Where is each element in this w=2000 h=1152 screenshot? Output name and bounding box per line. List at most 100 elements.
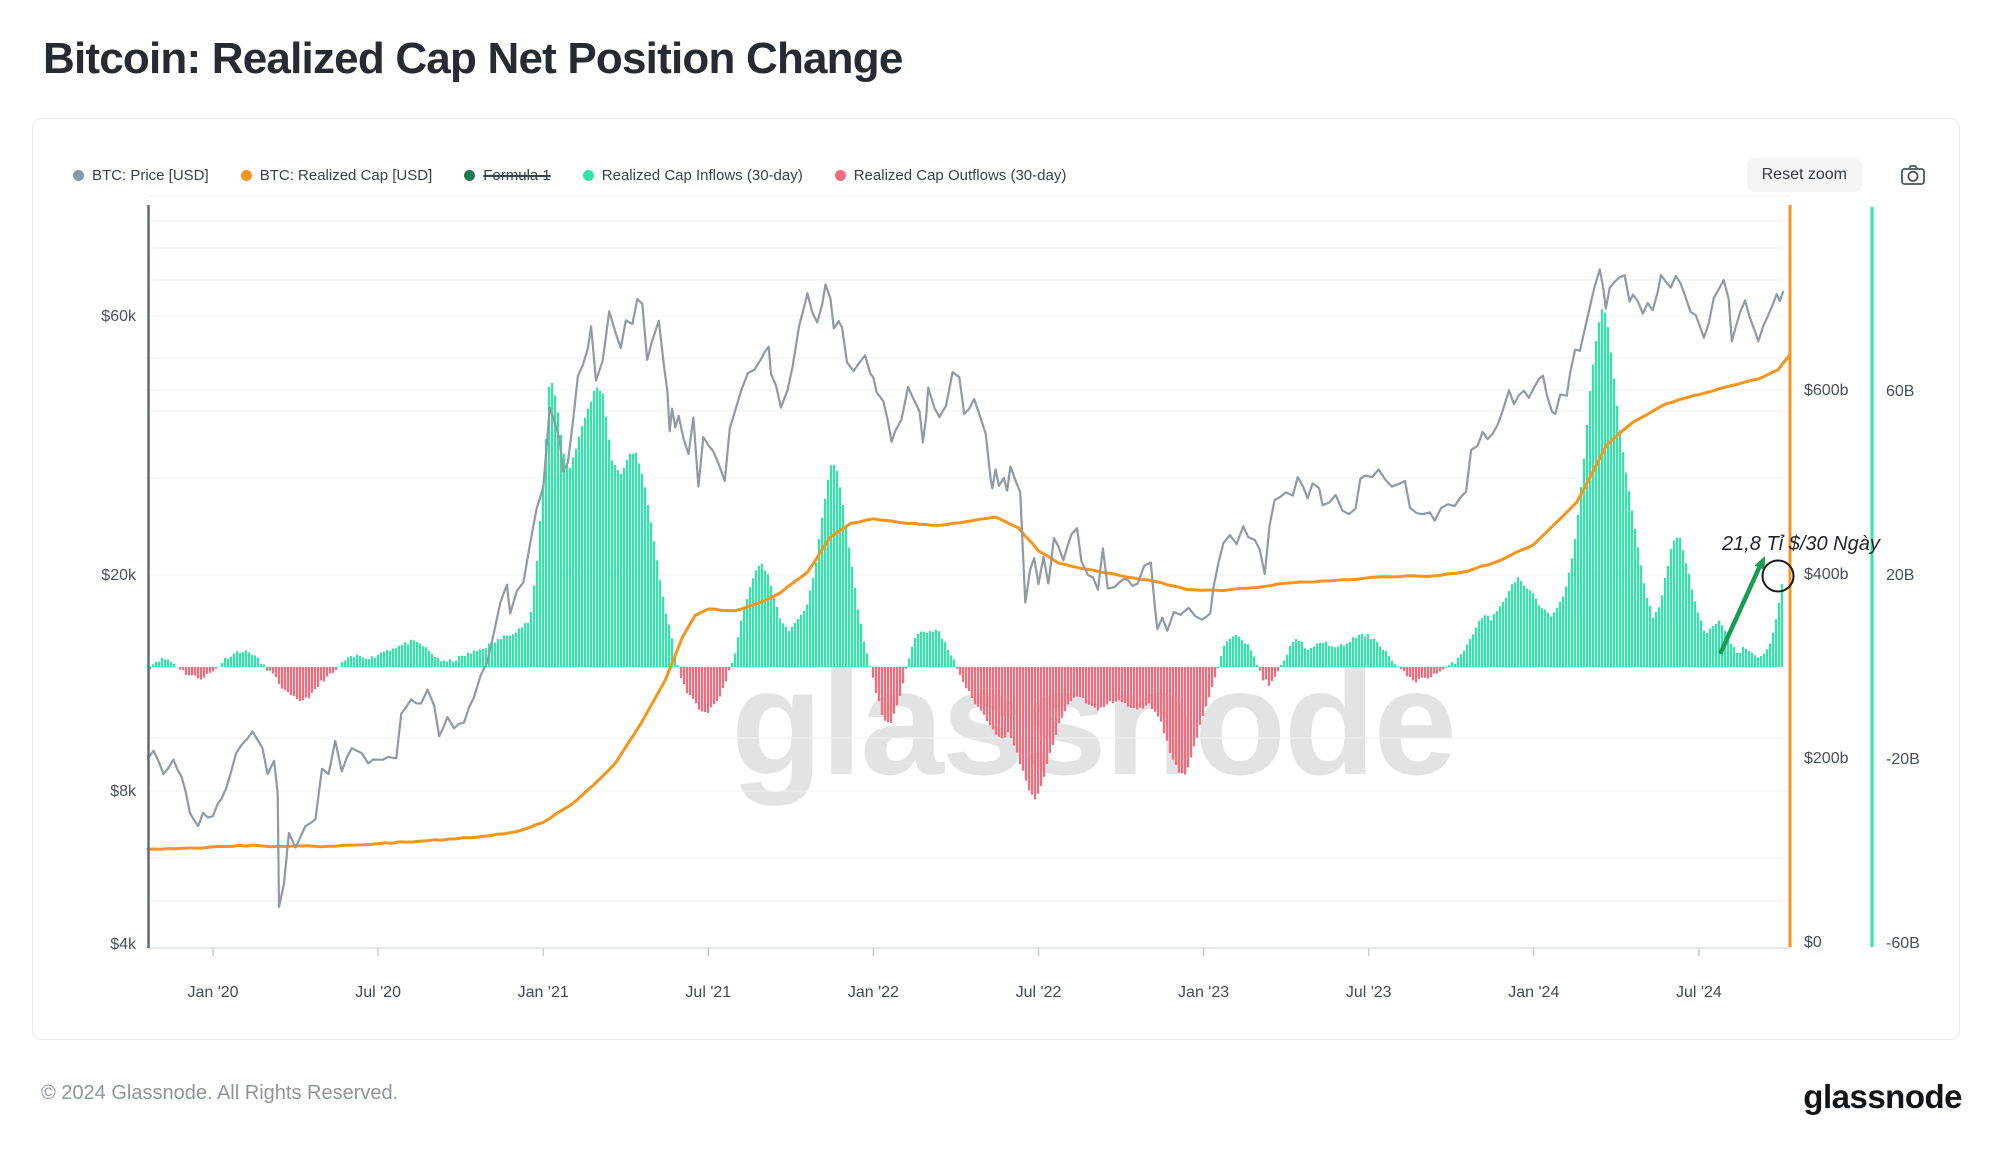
inflow-bar [1462, 650, 1466, 667]
inflow-bar [415, 641, 419, 667]
inflow-bar [1531, 593, 1535, 667]
annotation-circle [1761, 559, 1795, 593]
outflow-bar [724, 667, 728, 682]
inflow-bar [1651, 617, 1655, 667]
outflow-bar [973, 667, 977, 705]
legend-item-realized-cap[interactable]: BTC: Realized Cap [USD] [240, 167, 432, 184]
inflow-bar [1774, 619, 1778, 667]
outflow-bar [1048, 667, 1052, 754]
inflow-bar [1537, 605, 1541, 667]
inflow-bar [451, 661, 455, 667]
inflow-bar [748, 587, 752, 667]
outflow-bar [319, 667, 323, 681]
outflow-bar [1417, 667, 1421, 679]
legend-item-inflows[interactable]: Realized Cap Inflows (30-day) [582, 167, 803, 184]
inflow-bar [532, 585, 536, 667]
outflow-bar [187, 667, 191, 676]
legend-item-outflows[interactable]: Realized Cap Outflows (30-day) [834, 167, 1066, 184]
inflow-bar [766, 574, 770, 667]
inflow-bar [1675, 537, 1679, 667]
inflow-bar [1696, 612, 1700, 667]
outflow-bar [901, 667, 905, 684]
inflow-bar [1549, 616, 1553, 667]
inflow-bar [427, 650, 431, 667]
reset-zoom-button[interactable]: Reset zoom [1746, 158, 1862, 192]
outflow-bar [886, 667, 890, 723]
annotation-text: 21,8 Tỉ $/30 Ngày [1721, 533, 1881, 555]
inflow-bar [568, 467, 572, 667]
outflow-bar [1138, 667, 1142, 708]
inflow-bar [226, 658, 230, 667]
inflow-bar [1381, 649, 1385, 667]
inflow-bar [238, 653, 242, 667]
chart-tools: Reset zoom [1746, 158, 1926, 192]
chart-toolbar: BTC: Price [USD] BTC: Realized Cap [USD]… [33, 157, 1959, 193]
inflow-bar [949, 655, 953, 667]
outflow-bar [1195, 667, 1199, 738]
outflow-bar [715, 667, 719, 701]
legend-item-formula-1[interactable]: Formula 1 [464, 167, 551, 184]
outflow-bar [292, 667, 296, 697]
camera-icon[interactable] [1900, 163, 1926, 187]
annotation-arrow-head-icon [1754, 556, 1765, 571]
inflow-bar [385, 650, 389, 667]
inflow-bar [868, 665, 872, 667]
outflow-bar [1072, 667, 1076, 698]
inflow-bar [1633, 529, 1637, 667]
legend-item-btc-price[interactable]: BTC: Price [USD] [73, 167, 209, 184]
inflow-bar [430, 653, 434, 667]
inflow-bar [757, 565, 761, 667]
outflow-bar [280, 667, 284, 689]
outflow-bar [1006, 667, 1010, 733]
inflow-bar [529, 612, 533, 667]
inflow-bar [556, 412, 560, 667]
inflow-bar [808, 590, 812, 667]
outflow-bar [1207, 667, 1211, 698]
inflow-bar [847, 547, 851, 667]
inflow-bar [1345, 643, 1349, 667]
inflow-bar [1726, 639, 1730, 667]
inflow-bar [1681, 550, 1685, 667]
inflow-bar [805, 604, 809, 667]
outflow-bar [1189, 667, 1193, 758]
outflow-bar [1120, 667, 1124, 703]
inflow-bar [643, 487, 647, 667]
outflow-bar [871, 667, 875, 678]
inflow-bar [850, 566, 854, 667]
inflow-bar [1294, 639, 1298, 667]
outflow-bar [1162, 667, 1166, 734]
inflow-bar [1594, 341, 1598, 667]
inflow-bar [1762, 653, 1766, 667]
outflow-bar [1150, 667, 1154, 710]
inflow-bar [736, 637, 740, 667]
outflow-bar [976, 667, 980, 707]
inflow-bar [1324, 641, 1328, 667]
inflow-bar [799, 614, 803, 667]
inflow-bar [514, 632, 518, 667]
outflow-bar [895, 667, 899, 706]
inflow-bar [631, 453, 635, 667]
price-axis-label: $8k [110, 783, 137, 800]
inflow-bar [802, 611, 806, 667]
outflow-bar [880, 667, 884, 716]
inflow-bar [421, 646, 425, 667]
outflow-bar [1051, 667, 1055, 745]
inflow-bar [1756, 657, 1760, 667]
inflow-bar [1741, 646, 1745, 667]
inflow-bar [1492, 613, 1496, 667]
inflow-bar [619, 473, 623, 667]
realized-cap-axis-label: $600b [1804, 382, 1849, 399]
inflow-bar [1627, 491, 1631, 667]
inflow-bar [361, 657, 365, 667]
inflow-bar [1621, 452, 1625, 667]
inflow-bar [1768, 643, 1772, 667]
x-tick-label: Jul '21 [685, 984, 731, 1001]
inflow-bar [580, 426, 584, 667]
outflow-bar [1186, 667, 1190, 768]
outflow-bar [1129, 667, 1133, 708]
inflow-bar [490, 641, 494, 667]
inflow-bar [592, 390, 596, 667]
inflow-bar [1693, 601, 1697, 667]
